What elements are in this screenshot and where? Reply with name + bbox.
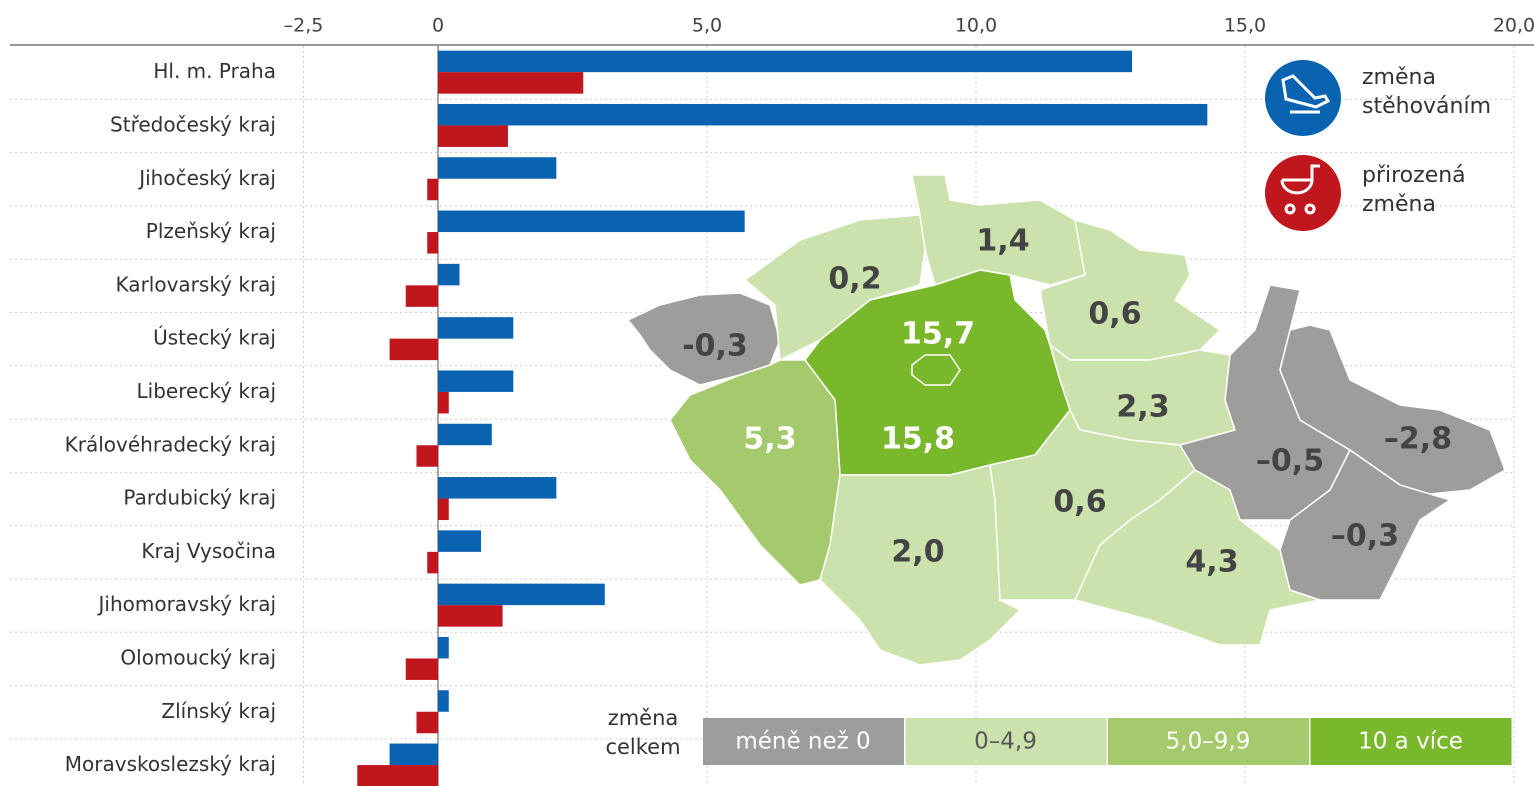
- map-region-label: 0,6: [1088, 297, 1141, 332]
- bar: [405, 658, 438, 680]
- legend-label: změna stěhováním: [1362, 65, 1492, 119]
- map-legend-label: 5,0–9,9: [1166, 729, 1251, 755]
- map-region-label: 1,4: [976, 224, 1029, 259]
- category-label: Zlínský kraj: [161, 699, 276, 723]
- bars: [357, 50, 1208, 786]
- grid: [10, 46, 1515, 786]
- map-legend-swatch: [1108, 718, 1309, 765]
- category-label: Pardubický kraj: [123, 486, 276, 510]
- bar: [438, 530, 482, 552]
- bar: [438, 263, 460, 286]
- map-region-label: –0,3: [1331, 519, 1399, 554]
- category-label: Moravskoslezský kraj: [65, 752, 276, 776]
- category-label: Liberecký kraj: [137, 379, 276, 403]
- bar: [416, 711, 438, 734]
- map-region-label: 15,7: [901, 317, 975, 352]
- map-region-label: 5,3: [743, 422, 796, 457]
- bar: [438, 423, 492, 446]
- category-label: Kraj Vysočina: [141, 539, 276, 563]
- bar: [427, 178, 438, 201]
- map-legend-label: 0–4,9: [974, 729, 1037, 755]
- category-label: Hl. m. Praha: [153, 59, 276, 83]
- bar: [357, 765, 438, 786]
- map-legend-swatch: [1310, 718, 1512, 765]
- bar: [438, 370, 514, 392]
- bar: [438, 391, 449, 414]
- legend-icon-migration: [1265, 60, 1341, 136]
- category-label: Ústecký kraj: [153, 326, 276, 350]
- map-legend-swatch: [703, 718, 904, 765]
- bar: [427, 232, 438, 254]
- map-region-label: 0,6: [1053, 485, 1106, 520]
- legend-label: přirozená změna: [1362, 163, 1466, 217]
- bar: [438, 583, 605, 606]
- map-legend-label: 10 a více: [1358, 729, 1463, 755]
- category-label: Plzeňský kraj: [146, 219, 276, 243]
- map-region-label: –0,5: [1256, 444, 1324, 479]
- map-legend-swatch: [905, 718, 1107, 765]
- bar: [438, 50, 1133, 73]
- category-label: Královéhradecký kraj: [65, 432, 276, 456]
- map-region-label: 4,3: [1185, 545, 1238, 580]
- x-tick-label: 20,0: [1493, 15, 1534, 37]
- map-region: [1279, 324, 1506, 496]
- pram-icon: [1280, 164, 1320, 215]
- map-region-label: -0,3: [682, 329, 748, 364]
- map: -0,3 0,2 1,4 0,6 15,8 15,7 5,3 2,0 2,3 0,6 4,3 –0,5…: [626, 174, 1506, 666]
- x-tick-label: 10,0: [955, 15, 997, 37]
- category-label: Středočeský kraj: [110, 112, 276, 136]
- map-legend-title: změna celkem: [605, 706, 681, 760]
- x-tick-label: 0: [432, 15, 444, 37]
- bar: [389, 338, 438, 361]
- bar: [438, 125, 508, 147]
- bar: [405, 285, 438, 307]
- bar: [427, 551, 438, 574]
- map-region: [743, 214, 926, 362]
- bar: [438, 636, 449, 659]
- bar: [438, 477, 557, 499]
- map-region-label: 2,3: [1116, 390, 1169, 425]
- bar: [438, 605, 503, 627]
- map-legend-label: méně než 0: [735, 729, 870, 755]
- x-tick-label: –2,5: [284, 15, 324, 37]
- plane-icon: [1281, 74, 1331, 114]
- category-label: Karlovarský kraj: [116, 272, 276, 296]
- map-region: [1279, 448, 1452, 601]
- map-region-label: 2,0: [891, 535, 944, 570]
- map-region: [1039, 218, 1222, 361]
- category-label: Jihočeský kraj: [137, 166, 276, 190]
- map-region-label: 0,2: [828, 262, 881, 297]
- bar: [438, 498, 449, 521]
- bar: [438, 210, 745, 233]
- map-region-label: –2,8: [1384, 422, 1452, 457]
- category-label: Olomoucký kraj: [120, 645, 276, 669]
- bar: [389, 743, 438, 766]
- bar: [438, 103, 1208, 126]
- map-region-label: 15,8: [881, 422, 955, 457]
- bar: [438, 72, 584, 94]
- bar: [438, 157, 557, 179]
- bar: [438, 690, 449, 712]
- bar: [438, 317, 514, 339]
- map-region: [911, 354, 961, 386]
- bar: [416, 445, 438, 467]
- category-label: Jihomoravský kraj: [97, 592, 277, 616]
- x-tick-label: 5,0: [692, 15, 722, 37]
- x-tick-label: 15,0: [1224, 15, 1266, 37]
